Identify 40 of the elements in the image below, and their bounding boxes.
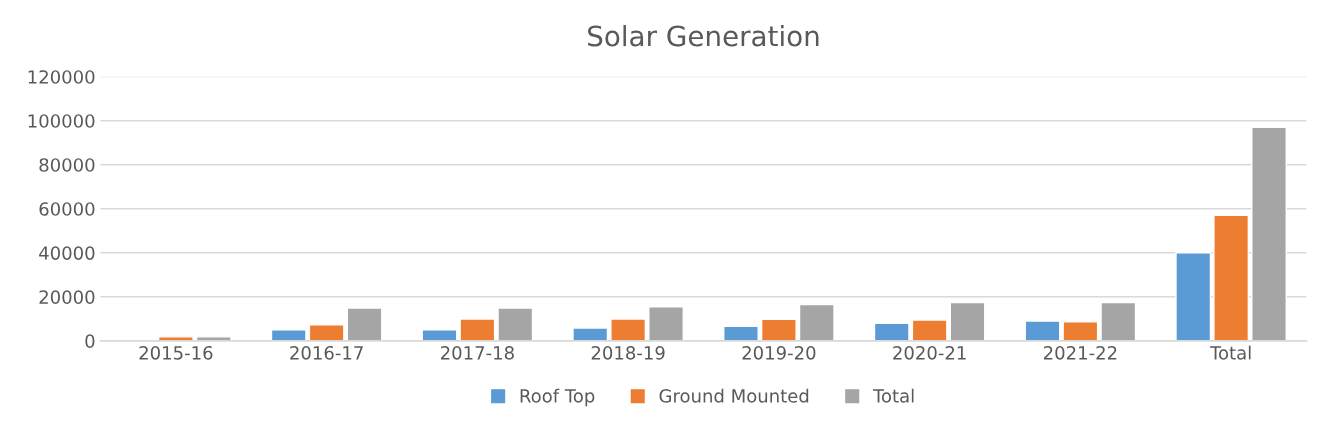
x-tick-label: 2016-17 [290, 345, 363, 360]
bar [459, 318, 496, 341]
bar [346, 307, 383, 341]
bar [421, 329, 458, 341]
x-tick-label: 2021-22 [1043, 345, 1117, 360]
bar [648, 305, 684, 341]
bar [798, 303, 835, 341]
y-tick-label: 80000 [39, 158, 95, 172]
bar [760, 318, 797, 341]
bar [610, 318, 647, 341]
bar [1251, 126, 1287, 341]
bar [1213, 214, 1250, 341]
y-tick-label: 100000 [28, 114, 95, 128]
y-tick-label: 60000 [39, 202, 95, 216]
x-tick-label: 2017-18 [440, 345, 514, 360]
bar [308, 324, 345, 341]
chart-title: Solar Generation [588, 25, 819, 47]
x-tick-label: 2020-21 [893, 345, 966, 360]
bar [1062, 321, 1099, 341]
y-tick-label: 120000 [28, 70, 95, 84]
legend-label: Roof Top [520, 388, 595, 407]
bar [1100, 301, 1137, 341]
legend-label: Total [872, 388, 914, 403]
x-tick-label: 2019-20 [742, 345, 816, 360]
y-tick-label: 40000 [39, 246, 95, 260]
x-tick-label: Total [1209, 345, 1251, 360]
legend-label: Ground Mounted [659, 388, 809, 403]
bar [1024, 320, 1061, 341]
bar [873, 322, 910, 341]
x-tick-label: 2018-19 [591, 345, 665, 360]
bar [911, 319, 948, 341]
bar [1175, 252, 1212, 341]
x-tick-label: 2015-16 [139, 345, 213, 360]
bar [497, 307, 534, 341]
bar [270, 329, 307, 341]
bar [723, 325, 759, 341]
y-tick-label: 0 [85, 334, 95, 348]
y-tick-label: 20000 [39, 290, 95, 304]
bar [949, 301, 986, 341]
bar [572, 327, 609, 341]
